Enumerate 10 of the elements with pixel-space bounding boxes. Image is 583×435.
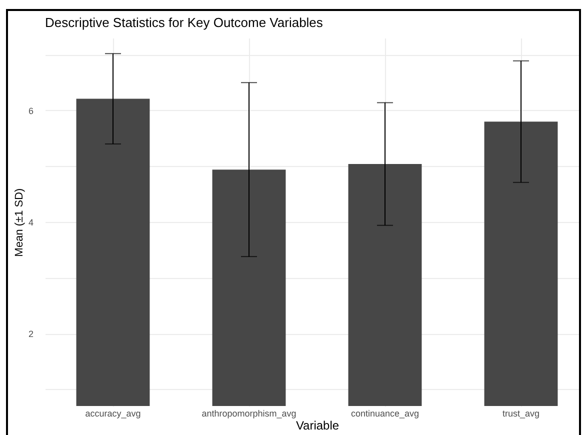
x-tick-label: trust_avg bbox=[502, 408, 540, 418]
chart-title: Descriptive Statistics for Key Outcome Variables bbox=[45, 15, 324, 30]
x-tick-label: anthropomorphism_avg bbox=[202, 408, 296, 418]
x-tick-label: continuance_avg bbox=[350, 408, 420, 418]
x-axis-title: Variable bbox=[296, 418, 340, 432]
x-tick-label: accuracy_avg bbox=[85, 408, 141, 418]
y-tick-label: 4 bbox=[28, 218, 34, 228]
y-tick-label: 2 bbox=[28, 329, 34, 340]
y-axis-title: Mean (±1 SD) bbox=[13, 188, 26, 257]
y-tick-label: 6 bbox=[28, 106, 34, 116]
